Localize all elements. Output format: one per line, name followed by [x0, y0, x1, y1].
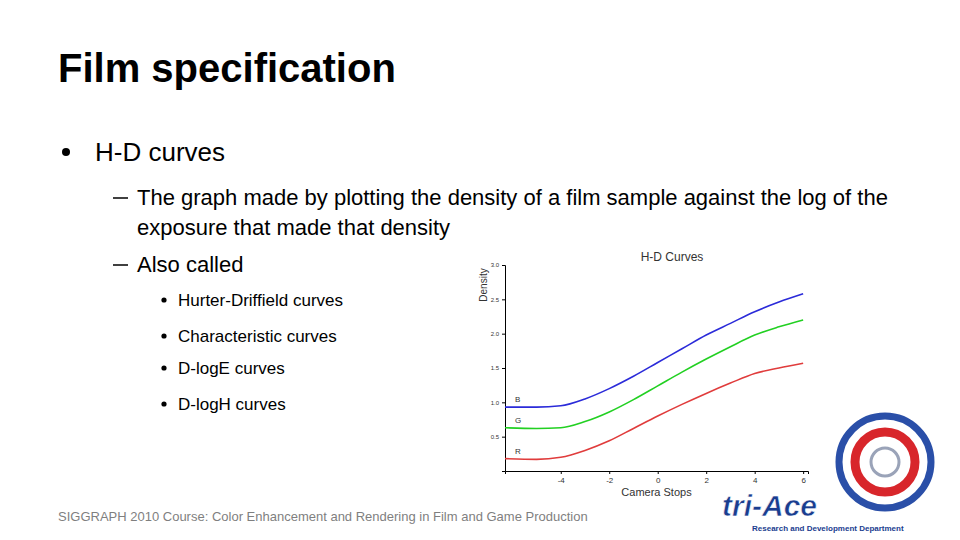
x-tick: 4	[753, 471, 758, 485]
bullet-marker	[161, 401, 166, 406]
y-tick-label: 3.0	[491, 262, 500, 268]
x-tick-label: -2	[606, 476, 614, 485]
y-axis: 0.5 1.0 1.5 2.0 2.5 3.0	[491, 262, 506, 471]
bullet-text: H-D curves	[95, 137, 225, 167]
bullet-text: D-logE curves	[178, 359, 285, 378]
x-axis-line	[506, 472, 809, 475]
y-tick: 2.5	[491, 297, 505, 303]
chart-title: H-D Curves	[641, 250, 704, 264]
bullet-text: Hurter-Driffield curves	[178, 291, 343, 310]
x-tick: 6	[801, 471, 806, 485]
series-line	[505, 320, 803, 428]
logo-text: tri-Ace	[722, 489, 817, 522]
y-tick-mark	[502, 402, 505, 403]
x-tick: 0	[656, 471, 661, 485]
y-tick-mark	[502, 299, 505, 300]
y-tick: 2.0	[491, 331, 505, 337]
chart: H-D Curves Density Camera Stops -4 -2 0 2 4 6 0.5…	[478, 250, 809, 498]
x-tick: 2	[704, 471, 709, 485]
plot-lines	[505, 294, 803, 459]
y-tick: 0.5	[491, 434, 505, 440]
bullet-dash	[113, 264, 128, 266]
bullet-marker	[161, 297, 166, 302]
footer: SIGGRAPH 2010 Course: Color Enhancement …	[58, 509, 588, 524]
x-axis: -4 -2 0 2 4 6	[506, 471, 809, 485]
y-tick-label: 1.5	[491, 365, 500, 371]
x-tick-label: 2	[704, 476, 709, 485]
bullet-marker	[161, 333, 166, 338]
logo-ring	[855, 432, 915, 492]
x-tick-mark	[561, 471, 562, 474]
y-tick-mark	[502, 334, 505, 335]
y-tick-mark	[502, 265, 505, 266]
y-tick-mark	[502, 368, 505, 369]
logo: tri-Ace Research and Development Departme…	[722, 416, 931, 533]
bullet-text: The graph made by plotting the density o…	[137, 185, 888, 240]
bullet-dash	[113, 197, 128, 199]
bullet-text: Characteristic curves	[178, 327, 337, 346]
x-tick-mark	[706, 471, 707, 474]
logo-ring	[839, 416, 931, 508]
slide: Film specification H-D curves The graph ma…	[0, 0, 960, 540]
series-line	[505, 294, 803, 407]
x-axis-title: Camera Stops	[621, 486, 692, 498]
x-tick: -4	[558, 471, 566, 485]
y-tick-label: 0.5	[491, 434, 500, 440]
y-tick: 1.0	[491, 400, 505, 406]
series-label: B	[515, 395, 520, 404]
bullet-marker	[161, 365, 166, 370]
x-tick-mark	[755, 471, 756, 474]
bullet-marker	[62, 148, 70, 156]
y-tick-label: 1.0	[491, 400, 500, 406]
logo-subtitle: Research and Development Department	[752, 524, 904, 533]
x-tick-mark	[803, 471, 804, 474]
x-tick-label: 4	[753, 476, 758, 485]
y-tick-mark	[502, 437, 505, 438]
y-tick: 3.0	[491, 262, 505, 268]
x-tick-label: 6	[801, 476, 806, 485]
y-tick: 1.5	[491, 365, 505, 371]
series-label: R	[515, 447, 521, 456]
x-tick-label: -4	[558, 476, 566, 485]
x-tick-mark	[609, 471, 610, 474]
series-line	[505, 363, 803, 459]
x-tick: -2	[606, 471, 614, 485]
series-label: G	[515, 416, 521, 425]
logo-core	[871, 448, 899, 476]
bullet-text: D-logH curves	[178, 395, 286, 414]
x-tick-mark	[658, 471, 659, 474]
y-tick-label: 2.5	[491, 297, 500, 303]
slide-title: Film specification	[58, 46, 396, 90]
x-tick-label: 0	[656, 476, 661, 485]
bullet-text: Also called	[137, 252, 243, 277]
y-axis-title: Density	[478, 268, 489, 301]
y-tick-label: 2.0	[491, 331, 500, 337]
y-axis-line	[502, 266, 506, 472]
